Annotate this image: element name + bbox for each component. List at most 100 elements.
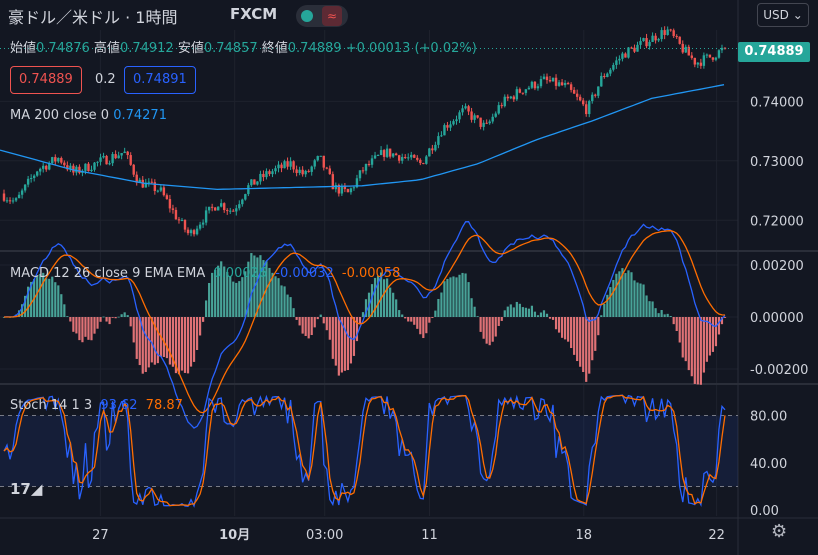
macd-histogram-bar: [392, 292, 395, 317]
macd-histogram-bar: [407, 317, 410, 322]
symbol-title[interactable]: 豪ドル／米ドル · 1時間: [8, 8, 178, 27]
candle-body: [11, 200, 15, 202]
macd-histogram-bar: [564, 317, 567, 340]
macd-histogram-bar: [17, 310, 21, 317]
candle-body: [494, 113, 497, 117]
close-value: 0.74889: [287, 41, 342, 56]
candle-body: [117, 155, 120, 159]
candle-body: [720, 47, 724, 51]
candle-body: [102, 155, 105, 158]
macd-histogram-bar: [256, 257, 259, 317]
macd-histogram-bar: [352, 317, 356, 356]
candle-body: [434, 144, 437, 151]
candle-body: [452, 121, 455, 125]
candle-body: [609, 69, 612, 74]
candle-body: [69, 165, 72, 170]
time-axis-label: 27: [92, 528, 109, 543]
candle-body: [271, 171, 274, 175]
candle-body: [352, 187, 356, 189]
currency-select[interactable]: USD ⌄: [757, 3, 809, 27]
candle-body: [283, 161, 286, 169]
macd-histogram-bar: [51, 276, 54, 317]
macd-histogram-bar: [497, 317, 500, 326]
candle-body: [500, 105, 503, 107]
candle-body: [464, 106, 467, 109]
macd-signal-value: -0.00058: [341, 266, 401, 281]
macd-histogram-bar: [554, 317, 558, 330]
macd-histogram-bar: [630, 272, 633, 317]
candle-body: [379, 150, 383, 155]
macd-histogram-bar: [132, 317, 135, 343]
candle-body: [657, 39, 660, 41]
candle-body: [569, 84, 573, 90]
candle-body: [527, 87, 531, 90]
buy-button[interactable]: 0.74891: [124, 66, 196, 94]
candle-body: [542, 76, 546, 80]
macd-histogram-bar: [464, 273, 467, 317]
macd-histogram-bar: [530, 305, 534, 317]
candle-body: [72, 165, 75, 173]
sell-button[interactable]: 0.74889: [10, 66, 82, 94]
candle-body: [594, 94, 597, 96]
macd-histogram-bar: [557, 317, 561, 333]
macd-histogram-bar: [723, 317, 727, 318]
candle-body: [548, 80, 552, 82]
candle-body: [313, 160, 316, 167]
macd-histogram-bar: [452, 276, 455, 317]
ma-legend[interactable]: MA 200 close 0 0.74271: [10, 108, 167, 123]
macd-histogram-bar: [591, 317, 594, 361]
macd-histogram-bar: [202, 317, 205, 322]
candle-body: [536, 86, 540, 89]
macd-signal-line: [4, 230, 726, 414]
candle-body: [192, 230, 196, 235]
candle-body: [42, 165, 45, 169]
candle-body: [26, 178, 30, 185]
macd-histogram-bar: [708, 317, 711, 356]
macd-histogram-bar: [383, 279, 386, 317]
candle-body: [615, 60, 618, 65]
macd-histogram-bar: [434, 310, 437, 317]
candle-body: [289, 161, 292, 167]
market-status-toggle[interactable]: ≈: [296, 5, 348, 27]
candle-body: [259, 173, 262, 182]
macd-histogram-bar: [238, 281, 241, 317]
macd-histogram-bar: [105, 317, 108, 322]
candle-body: [681, 43, 684, 53]
macd-histogram-bar: [714, 317, 718, 347]
candle-body: [5, 200, 9, 202]
candle-body: [8, 200, 12, 202]
macd-histogram-bar: [446, 278, 449, 317]
candle-body: [699, 62, 703, 66]
last-price-badge: 0.74889: [738, 42, 810, 62]
candle-body: [651, 35, 654, 42]
candle-body: [711, 57, 715, 60]
candle-body: [687, 46, 690, 56]
macd-histogram-bar: [624, 273, 627, 317]
time-axis-label: 03:00: [306, 528, 343, 543]
macd-histogram-bar: [687, 317, 690, 371]
candle-body: [63, 162, 66, 166]
stoch-legend[interactable]: Stoch 14 1 3 93.62 78.87: [10, 398, 183, 413]
macd-histogram-bar: [156, 317, 159, 364]
market-open-icon: [301, 10, 313, 22]
candle-body: [48, 163, 51, 170]
ma-title: MA 200 close 0: [10, 108, 110, 123]
macd-axis-label: 0.00000: [750, 311, 804, 326]
candle-body: [319, 155, 322, 157]
macd-legend[interactable]: MACD 12 26 close 9 EMA EMA 0.00026 -0.00…: [10, 266, 400, 281]
macd-histogram-bar: [292, 308, 295, 317]
candle-body: [446, 125, 449, 128]
candle-body: [455, 119, 458, 122]
macd-histogram-bar: [545, 313, 549, 317]
macd-histogram-bar: [87, 317, 90, 340]
close-label: 終値: [261, 41, 288, 56]
macd-histogram-bar: [232, 281, 235, 317]
macd-histogram-bar: [410, 317, 413, 322]
candle-body: [325, 167, 328, 169]
macd-histogram-bar: [198, 317, 202, 336]
macd-histogram-bar: [567, 317, 570, 342]
tradingview-logo[interactable]: 17◢: [10, 480, 43, 498]
settings-gear-icon[interactable]: ⚙: [771, 521, 788, 542]
data-feed: FXCM: [230, 5, 278, 23]
